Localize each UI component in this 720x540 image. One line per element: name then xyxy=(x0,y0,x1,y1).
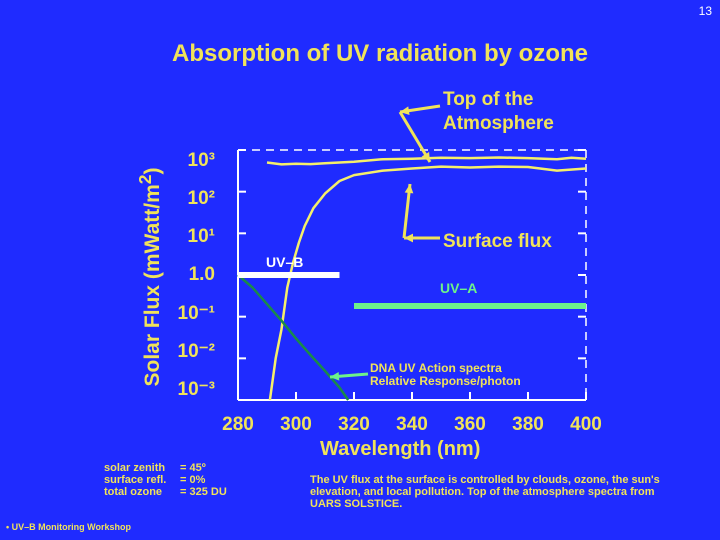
surface-flux-label: Surface flux xyxy=(443,231,552,252)
top-arrow-a-head xyxy=(400,106,410,115)
top-atmosphere-line-2: Atmosphere xyxy=(443,113,554,134)
surface-arrow-b-head xyxy=(404,184,414,194)
top-atmosphere-line-1: Top of the xyxy=(443,89,534,110)
y-tick-label: 10¹ xyxy=(187,226,215,247)
chart-note: The UV flux at the surface is controlled… xyxy=(310,474,660,510)
dna-line-1: DNA UV Action spectra xyxy=(370,361,502,375)
top-arrow-b-head xyxy=(421,152,430,162)
param-row: solar zenith = 45º xyxy=(104,462,227,474)
param-label: total ozone xyxy=(104,486,163,498)
param-label: surface refl. xyxy=(104,474,167,486)
y-tick-label: 10⁻² xyxy=(177,341,216,362)
surface-arrow-b-shaft xyxy=(402,183,412,239)
top-of-atmosphere-series xyxy=(266,156,587,166)
y-tick-label: 10⁻³ xyxy=(177,379,216,400)
x-tick-label: 280 xyxy=(222,414,254,435)
y-tick-label: 10³ xyxy=(187,150,215,171)
param-label: solar zenith xyxy=(104,462,166,474)
top-atmosphere-label: Top of the Atmosphere xyxy=(443,88,554,136)
y-tick-label: 10² xyxy=(187,188,215,209)
uvb-label: UV–B xyxy=(266,254,304,270)
x-tick-label: 380 xyxy=(512,414,544,435)
dna-action-series xyxy=(237,274,350,401)
dna-line-2: Relative Response/photon xyxy=(370,374,521,388)
surface-arrow-a-head xyxy=(404,233,414,243)
y-tick-label: 10⁻¹ xyxy=(177,303,216,324)
dna-action-label: DNA UV Action spectra Relative Response/… xyxy=(370,362,521,388)
x-tick-label: 320 xyxy=(338,414,370,435)
y-tick-label: 1.0 xyxy=(188,264,215,285)
x-tick-label: 300 xyxy=(280,414,312,435)
param-row: total ozone = 325 DU xyxy=(104,486,227,498)
param-value: = 325 DU xyxy=(180,486,227,498)
page-number: 13 xyxy=(698,4,712,18)
parameters-block: solar zenith = 45º surface refl. = 0% tota… xyxy=(104,462,227,498)
workshop-footer: • UV–B Monitoring Workshop xyxy=(6,522,131,532)
param-value: = 0% xyxy=(180,474,206,486)
x-tick-label: 400 xyxy=(570,414,602,435)
x-tick-label: 340 xyxy=(396,414,428,435)
param-value: = 45º xyxy=(180,462,206,474)
slide-title: Absorption of UV radiation by ozone xyxy=(172,40,588,67)
x-tick-label: 360 xyxy=(454,414,486,435)
x-axis-label: Wavelength (nm) xyxy=(320,438,481,460)
dna-arrow-head xyxy=(330,371,340,381)
param-row: surface refl. = 0% xyxy=(104,474,227,486)
uva-label: UV–A xyxy=(440,280,478,296)
surface-flux-series xyxy=(268,165,587,401)
top-arrow-b-shaft xyxy=(398,111,432,163)
